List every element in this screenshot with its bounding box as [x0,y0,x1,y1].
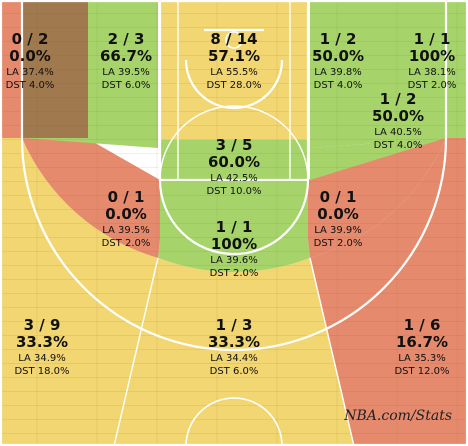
zone-pct-text: 100% [211,235,257,253]
zone-pct-text: 60.0% [208,153,260,171]
zone-label-right-wing-3: 1 / 616.7% LA 35.3% DST 12.0% [394,316,449,377]
zone-frac-text: 2 / 3 [108,30,145,48]
zone-frac-text: 1 / 3 [216,316,253,334]
zone-dst-text: DST 2.0% [314,238,363,249]
zone-frac-text: 1 / 6 [404,316,441,334]
zone-pct-text: 33.3% [208,333,260,351]
zone-spoke-right [309,257,355,446]
zone-label-right-wing-mid: 1 / 250.0% LA 40.5% DST 4.0% [372,90,424,151]
zone-dst-text: DST 10.0% [206,186,261,197]
zone-dst-text: DST 18.0% [14,366,69,377]
zone-frac-text: 1 / 2 [380,90,417,108]
zone-label-left-baseline-mid: 2 / 366.7% LA 39.5% DST 6.0% [100,30,152,91]
zone-frac-text: 0 / 2 [12,30,49,48]
zone-dst-text: DST 12.0% [394,366,449,377]
zone-dst-text: DST 2.0% [210,268,259,279]
paint-lines [158,0,310,182]
zone-pct-text: 0.0% [105,205,147,223]
zone-frac-text: 8 / 14 [210,30,257,48]
zone-pct-text: 0.0% [9,47,51,65]
zone-la-text: LA 42.5% [210,173,258,184]
nba-stats-watermark: NBA.com/Stats [343,408,452,424]
three-point-line [20,0,448,352]
zone-label-left-wing-3: 3 / 933.3% LA 34.9% DST 18.0% [14,316,69,377]
free-throw-arc [158,179,310,256]
zone-label-left-elbow-mid: 0 / 10.0% LA 39.5% DST 2.0% [102,188,151,249]
zone-la-text: LA 39.9% [314,225,362,236]
zone-dst-text: DST 28.0% [206,80,261,91]
zone-frac-text: 0 / 1 [320,188,357,206]
zone-label-paint-non-ra: 3 / 560.0% LA 42.5% DST 10.0% [206,136,261,197]
zone-frac-text: 1 / 1 [414,30,451,48]
zone-pct-text: 57.1% [208,47,260,65]
hoop [225,31,243,49]
zone-pct-text: 100% [409,47,455,65]
zone-label-center-3: 1 / 333.3% LA 34.4% DST 6.0% [208,316,260,377]
zone-la-text: LA 39.8% [314,67,362,78]
free-throw-arc-top [159,105,309,181]
zone-la-text: LA 39.6% [210,255,258,266]
zone-dst-text: DST 6.0% [210,366,259,377]
zone-pct-text: 33.3% [16,333,68,351]
zone-dst-text: DST 6.0% [102,80,151,91]
zone-la-text: LA 37.4% [6,67,54,78]
zone-la-text: LA 39.5% [102,225,150,236]
zone-dst-text: DST 2.0% [408,80,457,91]
zone-la-text: LA 38.1% [408,67,456,78]
zone-label-right-elbow-mid: 0 / 10.0% LA 39.9% DST 2.0% [314,188,363,249]
zone-frac-text: 1 / 1 [216,218,253,236]
zone-spoke-left [113,257,159,446]
zone-la-text: LA 34.9% [18,353,66,364]
zone-pct-text: 50.0% [312,47,364,65]
zone-label-right-baseline-mid: 1 / 250.0% LA 39.8% DST 4.0% [312,30,364,91]
zone-frac-text: 3 / 9 [24,316,61,334]
zone-dst-text: DST 4.0% [374,140,423,151]
zone-label-left-corner-3: 0 / 20.0% LA 37.4% DST 4.0% [6,30,55,91]
zone-la-text: LA 40.5% [374,127,422,138]
zone-pct-text: 66.7% [100,47,152,65]
zone-dst-text: DST 4.0% [6,80,55,91]
zone-frac-text: 0 / 1 [108,188,145,206]
zone-la-text: LA 35.3% [398,353,446,364]
zone-la-text: LA 55.5% [210,67,258,78]
restricted-arc [184,59,284,110]
paint-inner-lines [177,0,291,180]
zone-la-text: LA 34.4% [210,353,258,364]
zone-dst-text: DST 2.0% [102,238,151,249]
zone-pct-text: 16.7% [396,333,448,351]
zone-pct-text: 0.0% [317,205,359,223]
zone-frac-text: 1 / 2 [320,30,357,48]
zone-frac-text: 3 / 5 [216,136,253,154]
zone-la-text: LA 39.5% [102,67,150,78]
zone-dst-text: DST 4.0% [314,80,363,91]
center-circle [185,397,283,446]
zone-pct-text: 50.0% [372,107,424,125]
